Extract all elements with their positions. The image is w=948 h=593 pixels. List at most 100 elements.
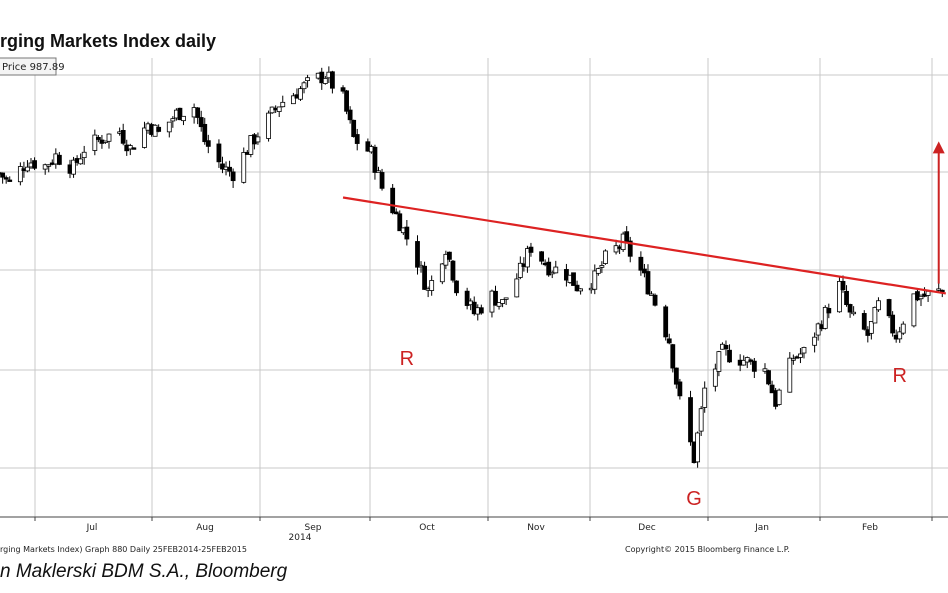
- candle-body: [422, 265, 427, 290]
- candle-body: [826, 307, 832, 314]
- candle-body: [652, 294, 658, 306]
- candle-body: [769, 384, 775, 394]
- candle-body: [216, 143, 222, 163]
- candle-body: [546, 261, 552, 276]
- candle-body: [915, 291, 920, 301]
- candle-body: [276, 106, 282, 112]
- candle-body: [25, 166, 30, 172]
- candle-body: [677, 381, 683, 397]
- candle-body: [71, 159, 76, 175]
- candle-body: [447, 251, 452, 260]
- candle-body: [7, 179, 13, 182]
- candle-body: [574, 284, 580, 292]
- candle-body: [571, 272, 576, 286]
- candle-body: [351, 119, 357, 137]
- candle-body: [344, 90, 349, 112]
- candle-body: [624, 231, 630, 243]
- x-tick-label: Sep: [305, 523, 322, 533]
- candle-body: [918, 295, 924, 300]
- x-tick-label: Jul: [86, 523, 98, 533]
- last-price-box: Price 987.89: [0, 57, 65, 76]
- candle-body: [454, 280, 459, 294]
- neckline-trendline: [342, 196, 946, 295]
- candle-body: [450, 260, 456, 281]
- candle-body: [872, 307, 878, 324]
- candle-body: [478, 307, 484, 314]
- candle-body: [890, 314, 896, 334]
- candle-body: [241, 152, 247, 183]
- candle-body: [376, 170, 381, 173]
- candle-body: [340, 87, 346, 92]
- candle-body: [42, 164, 48, 170]
- x-tick-label: Jan: [754, 523, 769, 533]
- candle-body: [195, 107, 201, 118]
- candles: [0, 66, 945, 468]
- candle-body: [319, 71, 325, 84]
- candle-body: [329, 71, 335, 89]
- candle-body: [464, 290, 470, 306]
- candle-body: [429, 280, 435, 291]
- candle-body: [900, 323, 906, 334]
- candle-body: [595, 268, 601, 274]
- candle-body: [578, 288, 584, 292]
- chart-title: rging Markets Index daily: [0, 31, 216, 51]
- candle-body: [92, 134, 98, 151]
- candle-body: [812, 336, 818, 346]
- candle-body: [404, 226, 410, 240]
- candle-body: [354, 134, 360, 144]
- candle-body: [723, 344, 729, 350]
- candle-body: [397, 213, 403, 232]
- candle-body: [638, 256, 644, 271]
- candle-body: [517, 262, 523, 278]
- candle-body: [702, 387, 708, 408]
- candle-body: [613, 245, 619, 253]
- candle-body: [106, 133, 112, 142]
- candle-body: [815, 323, 821, 336]
- candle-body: [688, 397, 693, 443]
- pattern-label-r: R: [400, 348, 414, 370]
- candle-body: [837, 280, 842, 313]
- candle-body: [748, 359, 754, 362]
- candle-body: [439, 263, 445, 283]
- candle-body: [220, 163, 225, 170]
- candle-body: [673, 367, 679, 385]
- footer-right: Copyright© 2015 Bloomberg Finance L.P.: [625, 545, 790, 554]
- candle-body: [939, 289, 945, 293]
- candle-body: [78, 158, 84, 165]
- x-tick-label: Nov: [527, 523, 545, 533]
- candle-body: [741, 359, 747, 366]
- candle-body: [503, 297, 509, 300]
- candle-body: [131, 147, 137, 150]
- candle-body: [56, 154, 62, 165]
- candle-body: [202, 123, 208, 143]
- candle-body: [379, 172, 385, 189]
- candle-body: [120, 130, 126, 144]
- candle-body: [198, 117, 204, 128]
- candle-body: [32, 160, 37, 169]
- candle-body: [822, 306, 828, 329]
- candle-body: [156, 126, 162, 132]
- candle-body: [876, 300, 881, 311]
- candle-body: [322, 77, 328, 84]
- pattern-label-r: R: [892, 365, 906, 387]
- candle-body: [801, 347, 807, 354]
- x-tick-label: Oct: [419, 523, 435, 533]
- candle-body: [645, 271, 651, 295]
- candle-body: [564, 269, 569, 281]
- candle-body: [500, 299, 505, 304]
- candle-body: [0, 172, 6, 178]
- candle-body: [390, 187, 396, 214]
- candle-body: [751, 360, 757, 372]
- candle-body: [776, 389, 782, 405]
- x-tick-label: Dec: [638, 523, 655, 533]
- last-price-box-frame: [0, 57, 57, 76]
- candle-body: [762, 368, 768, 372]
- candle-body: [127, 145, 133, 150]
- candle-body: [698, 408, 704, 432]
- candle-body: [95, 137, 101, 140]
- candle-body: [170, 118, 176, 122]
- candle-body: [280, 101, 286, 108]
- year-label: 2014: [289, 533, 312, 543]
- candle-body: [493, 290, 498, 306]
